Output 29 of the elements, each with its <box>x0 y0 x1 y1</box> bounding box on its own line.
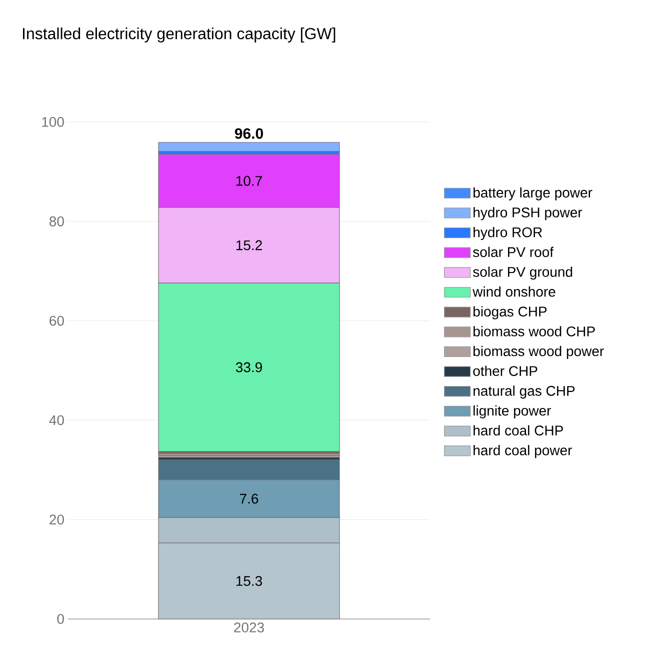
legend-label: hard coal power <box>474 445 572 458</box>
data-label: 33.9 <box>236 362 262 372</box>
data-label: 7.6 <box>240 494 258 504</box>
y-tick-label: 100 <box>42 117 64 127</box>
bar <box>158 142 340 152</box>
legend-label: biomass wood power <box>474 346 604 359</box>
legend-label: lignite power <box>474 405 551 418</box>
legend-label: wind onshore <box>472 286 556 297</box>
y-tick-label: 20 <box>50 514 64 525</box>
chart-title: Installed electricity generation capacity [GW] <box>23 28 336 42</box>
legend-label: solar PV roof <box>473 246 554 258</box>
legend-label: battery large power <box>474 187 592 200</box>
legend-label: hard coal CHP <box>474 425 563 436</box>
data-label: 15.2 <box>236 240 262 250</box>
data-label: 10.7 <box>236 176 262 186</box>
y-tick-label: 0 <box>57 614 64 624</box>
legend-label: biogas CHP <box>474 306 547 320</box>
x-tick-label: 2023 <box>234 622 264 632</box>
y-tick-label: 40 <box>49 415 64 426</box>
legend-label: hydro PSH power <box>474 207 582 220</box>
legend-label: other CHP <box>473 366 538 376</box>
data-label: 15.3 <box>236 576 262 586</box>
legend-label: hydro ROR <box>474 226 542 240</box>
legend-label: biomass wood CHP <box>474 326 595 336</box>
legend-label: natural gas CHP <box>474 386 575 399</box>
legend-label: solar PV ground <box>473 266 572 280</box>
y-tick-label: 60 <box>50 316 64 326</box>
y-tick-label: 80 <box>50 216 64 226</box>
total-label: 96.0 <box>234 128 263 139</box>
